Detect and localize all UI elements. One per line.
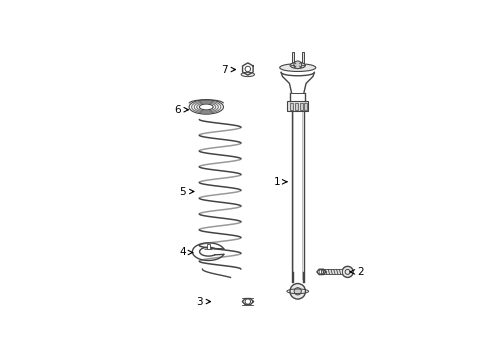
Circle shape <box>293 288 301 295</box>
Circle shape <box>289 284 305 299</box>
Bar <box>299 103 302 110</box>
Bar <box>294 103 297 110</box>
Ellipse shape <box>241 72 254 77</box>
Text: 4: 4 <box>179 247 185 257</box>
Text: 5: 5 <box>179 186 185 197</box>
Bar <box>206 244 210 249</box>
Text: 3: 3 <box>196 297 202 307</box>
Ellipse shape <box>279 64 315 72</box>
Circle shape <box>293 61 301 69</box>
Bar <box>321 269 342 274</box>
Text: 2: 2 <box>356 267 363 277</box>
Bar <box>301 51 303 63</box>
Bar <box>291 51 293 63</box>
Bar <box>286 102 307 111</box>
Circle shape <box>342 266 352 278</box>
Text: 1: 1 <box>273 177 280 187</box>
Bar <box>289 103 292 110</box>
Bar <box>303 103 306 110</box>
Ellipse shape <box>289 62 305 68</box>
Text: 6: 6 <box>174 105 180 115</box>
Text: 7: 7 <box>221 64 227 75</box>
